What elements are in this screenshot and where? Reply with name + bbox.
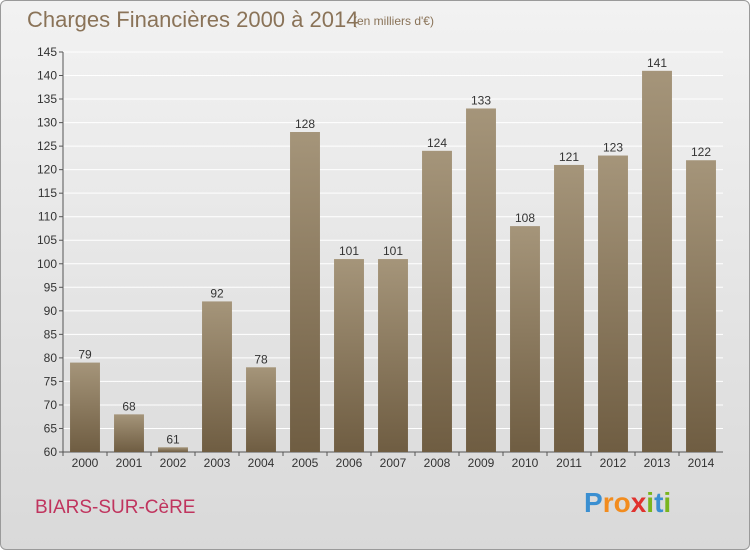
- x-tick-label: 2010: [512, 456, 539, 470]
- x-tick-label: 2014: [688, 456, 715, 470]
- y-tick-label: 110: [38, 210, 57, 224]
- logo-letter: P: [584, 487, 603, 518]
- bar-2004: [246, 367, 276, 452]
- value-label: 79: [78, 348, 92, 362]
- logo-letter: t: [654, 487, 664, 518]
- logo-letter: x: [630, 487, 647, 518]
- value-label: 101: [339, 244, 359, 258]
- x-tick-label: 2013: [644, 456, 671, 470]
- y-tick-label: 115: [38, 186, 57, 200]
- bar-2008: [422, 150, 452, 452]
- bar-2006: [334, 259, 364, 452]
- x-tick-label: 2008: [424, 456, 451, 470]
- x-tick-label: 2009: [468, 456, 495, 470]
- y-tick-label: 105: [37, 233, 57, 247]
- bar-2001: [114, 414, 144, 452]
- y-tick-label: 60: [44, 445, 58, 459]
- value-label: 123: [603, 141, 623, 155]
- bar-2012: [598, 155, 628, 452]
- y-tick-label: 130: [37, 116, 57, 130]
- value-label: 68: [122, 399, 136, 413]
- x-axis: 2000 2001 2002 2003 2004 2005 2006 2007 2008 2009…: [62, 452, 715, 470]
- chart-subtitle: (en milliers d'€): [353, 14, 434, 28]
- bar-2007: [378, 259, 408, 452]
- y-tick-label: 145: [37, 45, 57, 59]
- value-label: 92: [210, 286, 224, 300]
- value-label: 101: [383, 244, 403, 258]
- y-tick-label: 70: [44, 398, 58, 412]
- value-label: 78: [254, 352, 268, 366]
- value-label: 122: [691, 145, 711, 159]
- value-label: 133: [471, 93, 491, 107]
- x-tick-label: 2011: [556, 456, 582, 470]
- bar-2003: [202, 301, 232, 452]
- bar-2010: [510, 226, 540, 452]
- chart-title: Charges Financières 2000 à 2014: [27, 7, 359, 32]
- logo-letter: i: [646, 487, 655, 518]
- x-tick-label: 2012: [600, 456, 627, 470]
- value-labels: 79 68 61 92 78 128 101 101 124 133 108 121 123 141 122: [78, 56, 711, 446]
- value-label: 128: [295, 117, 315, 131]
- x-tick-label: 2002: [160, 456, 187, 470]
- bars: [70, 70, 716, 453]
- y-tick-label: 120: [37, 163, 57, 177]
- y-tick-label: 90: [44, 304, 58, 318]
- bar-2000: [70, 362, 100, 452]
- bar-2002: [158, 447, 188, 452]
- y-tick-label: 140: [37, 69, 57, 83]
- bar-2013: [642, 70, 672, 452]
- logo-letter: o: [613, 487, 631, 518]
- value-label: 141: [647, 56, 667, 70]
- value-label: 61: [166, 432, 180, 446]
- x-tick-label: 2005: [292, 456, 319, 470]
- y-tick-label: 65: [44, 421, 58, 435]
- proxiti-logo: Proxiti: [584, 487, 671, 519]
- value-label: 108: [515, 211, 535, 225]
- bar-2005: [290, 132, 320, 452]
- x-tick-label: 2007: [380, 456, 407, 470]
- value-label: 121: [559, 150, 579, 164]
- x-tick-label: 2004: [248, 456, 275, 470]
- y-tick-label: 125: [37, 139, 57, 153]
- y-tick-label: 135: [37, 92, 57, 106]
- x-tick-label: 2001: [116, 456, 143, 470]
- y-tick-label: 95: [44, 280, 58, 294]
- commune-name: BIARS-SUR-CèRE: [35, 497, 196, 518]
- bar-2011: [554, 164, 584, 453]
- logo-letter: r: [602, 487, 614, 518]
- bar-2014: [686, 160, 716, 452]
- x-tick-label: 2000: [72, 456, 99, 470]
- y-tick-label: 100: [37, 257, 57, 271]
- y-tick-label: 75: [44, 374, 58, 388]
- x-tick-label: 2006: [336, 456, 363, 470]
- y-tick-label: 85: [44, 327, 58, 341]
- logo-letter: i: [663, 487, 672, 518]
- x-tick-label: 2003: [204, 456, 231, 470]
- y-tick-label: 80: [44, 351, 58, 365]
- bar-2009: [466, 108, 496, 453]
- value-label: 124: [427, 136, 447, 150]
